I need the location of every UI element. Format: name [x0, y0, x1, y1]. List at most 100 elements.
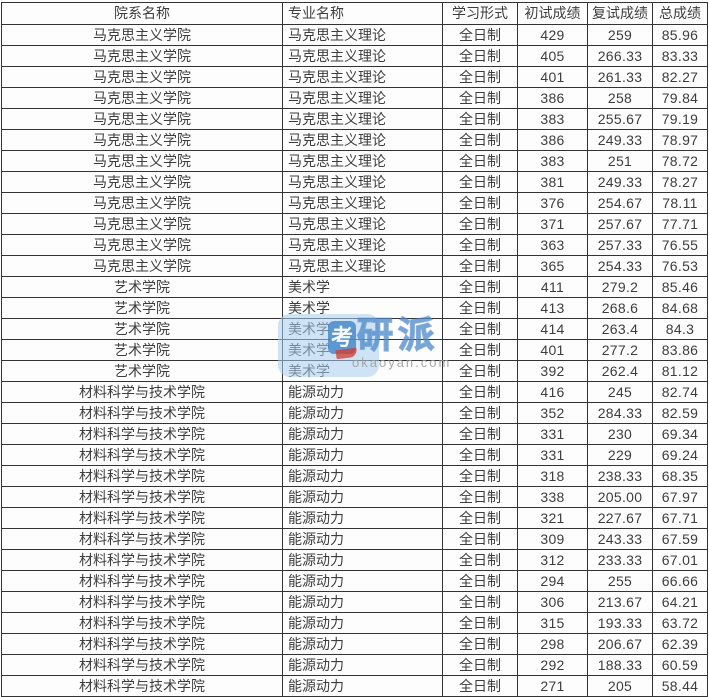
- cell-dept: 材料科学与技术学院: [1, 507, 283, 529]
- cell-mode: 全日制: [442, 507, 518, 529]
- table-row: 材料科学与技术学院 能源动力 全日制 315 193.33 63.72: [1, 612, 708, 634]
- cell-dept: 材料科学与技术学院: [1, 654, 283, 676]
- cell-major: 马克思主义理论: [282, 255, 443, 277]
- cell-major: 美术学: [282, 360, 443, 382]
- table-row: 艺术学院 美术学 全日制 413 268.6 84.68: [1, 297, 708, 319]
- cell-dept: 材料科学与技术学院: [1, 486, 283, 508]
- cell-dept: 马克思主义学院: [1, 45, 283, 67]
- cell-major: 能源动力: [282, 612, 443, 634]
- cell-mode: 全日制: [442, 66, 518, 88]
- cell-retest: 266.33: [587, 45, 653, 67]
- cell-total: 67.71: [652, 507, 708, 529]
- cell-major: 能源动力: [282, 675, 443, 697]
- table-header-row: 院系名称 专业名称 学习形式 初试成绩 复试成绩 总成绩: [1, 2, 708, 25]
- cell-retest: 188.33: [587, 654, 653, 676]
- cell-retest: 255.67: [587, 108, 653, 130]
- cell-dept: 材料科学与技术学院: [1, 402, 283, 424]
- cell-total: 77.71: [652, 213, 708, 235]
- cell-total: 60.59: [652, 654, 708, 676]
- cell-dept: 马克思主义学院: [1, 255, 283, 277]
- cell-dept: 材料科学与技术学院: [1, 612, 283, 634]
- cell-mode: 全日制: [442, 675, 518, 697]
- table-row: 材料科学与技术学院 能源动力 全日制 321 227.67 67.71: [1, 507, 708, 529]
- table-row: 材料科学与技术学院 能源动力 全日制 416 245 82.74: [1, 381, 708, 403]
- cell-retest: 279.2: [587, 276, 653, 298]
- cell-dept: 材料科学与技术学院: [1, 528, 283, 550]
- cell-mode: 全日制: [442, 591, 518, 613]
- cell-major: 马克思主义理论: [282, 87, 443, 109]
- cell-dept: 材料科学与技术学院: [1, 570, 283, 592]
- cell-major: 美术学: [282, 339, 443, 361]
- cell-major: 马克思主义理论: [282, 150, 443, 172]
- cell-initial: 414: [517, 318, 588, 340]
- table-body: 马克思主义学院 马克思主义理论 全日制 429 259 85.96 马克思主义学院 马克思主义…: [1, 24, 708, 697]
- cell-mode: 全日制: [442, 465, 518, 487]
- cell-mode: 全日制: [442, 297, 518, 319]
- cell-initial: 405: [517, 45, 588, 67]
- table-row: 马克思主义学院 马克思主义理论 全日制 429 259 85.96: [1, 24, 708, 46]
- cell-retest: 238.33: [587, 465, 653, 487]
- cell-initial: 318: [517, 465, 588, 487]
- cell-retest: 262.4: [587, 360, 653, 382]
- cell-major: 能源动力: [282, 486, 443, 508]
- cell-total: 79.84: [652, 87, 708, 109]
- cell-total: 84.68: [652, 297, 708, 319]
- cell-initial: 309: [517, 528, 588, 550]
- cell-dept: 马克思主义学院: [1, 108, 283, 130]
- table-row: 材料科学与技术学院 能源动力 全日制 338 205.00 67.97: [1, 486, 708, 508]
- table-row: 马克思主义学院 马克思主义理论 全日制 386 258 79.84: [1, 87, 708, 109]
- cell-retest: 245: [587, 381, 653, 403]
- cell-major: 能源动力: [282, 591, 443, 613]
- table-row: 材料科学与技术学院 能源动力 全日制 331 229 69.24: [1, 444, 708, 466]
- cell-retest: 277.2: [587, 339, 653, 361]
- cell-initial: 383: [517, 108, 588, 130]
- cell-retest: 259: [587, 24, 653, 46]
- cell-dept: 材料科学与技术学院: [1, 675, 283, 697]
- table-row: 马克思主义学院 马克思主义理论 全日制 383 255.67 79.19: [1, 108, 708, 130]
- cell-initial: 386: [517, 129, 588, 151]
- cell-major: 马克思主义理论: [282, 45, 443, 67]
- cell-dept: 马克思主义学院: [1, 129, 283, 151]
- cell-initial: 386: [517, 87, 588, 109]
- cell-total: 85.96: [652, 24, 708, 46]
- cell-initial: 416: [517, 381, 588, 403]
- cell-retest: 251: [587, 150, 653, 172]
- cell-major: 马克思主义理论: [282, 171, 443, 193]
- cell-major: 能源动力: [282, 570, 443, 592]
- cell-total: 81.12: [652, 360, 708, 382]
- cell-mode: 全日制: [442, 570, 518, 592]
- table-row: 材料科学与技术学院 能源动力 全日制 306 213.67 64.21: [1, 591, 708, 613]
- table-row: 马克思主义学院 马克思主义理论 全日制 363 257.33 76.55: [1, 234, 708, 256]
- table-row: 艺术学院 美术学 全日制 392 262.4 81.12: [1, 360, 708, 382]
- cell-major: 马克思主义理论: [282, 129, 443, 151]
- cell-mode: 全日制: [442, 192, 518, 214]
- cell-initial: 352: [517, 402, 588, 424]
- cell-mode: 全日制: [442, 528, 518, 550]
- cell-retest: 284.33: [587, 402, 653, 424]
- cell-initial: 383: [517, 150, 588, 172]
- cell-retest: 206.67: [587, 633, 653, 655]
- cell-initial: 363: [517, 234, 588, 256]
- table-row: 材料科学与技术学院 能源动力 全日制 298 206.67 62.39: [1, 633, 708, 655]
- cell-dept: 材料科学与技术学院: [1, 444, 283, 466]
- cell-dept: 马克思主义学院: [1, 150, 283, 172]
- cell-dept: 材料科学与技术学院: [1, 591, 283, 613]
- table-row: 马克思主义学院 马克思主义理论 全日制 383 251 78.72: [1, 150, 708, 172]
- header-cell-retest: 复试成绩: [587, 2, 653, 25]
- cell-initial: 298: [517, 633, 588, 655]
- table-row: 马克思主义学院 马克思主义理论 全日制 401 261.33 82.27: [1, 66, 708, 88]
- table-row: 材料科学与技术学院 能源动力 全日制 331 230 69.34: [1, 423, 708, 445]
- table-row: 马克思主义学院 马克思主义理论 全日制 405 266.33 83.33: [1, 45, 708, 67]
- table-row: 材料科学与技术学院 能源动力 全日制 294 255 66.66: [1, 570, 708, 592]
- cell-initial: 401: [517, 66, 588, 88]
- cell-major: 能源动力: [282, 381, 443, 403]
- cell-mode: 全日制: [442, 549, 518, 571]
- cell-total: 78.11: [652, 192, 708, 214]
- cell-retest: 227.67: [587, 507, 653, 529]
- cell-total: 67.97: [652, 486, 708, 508]
- header-cell-dept: 院系名称: [1, 2, 283, 25]
- cell-major: 马克思主义理论: [282, 213, 443, 235]
- cell-dept: 马克思主义学院: [1, 87, 283, 109]
- cell-major: 能源动力: [282, 528, 443, 550]
- cell-mode: 全日制: [442, 486, 518, 508]
